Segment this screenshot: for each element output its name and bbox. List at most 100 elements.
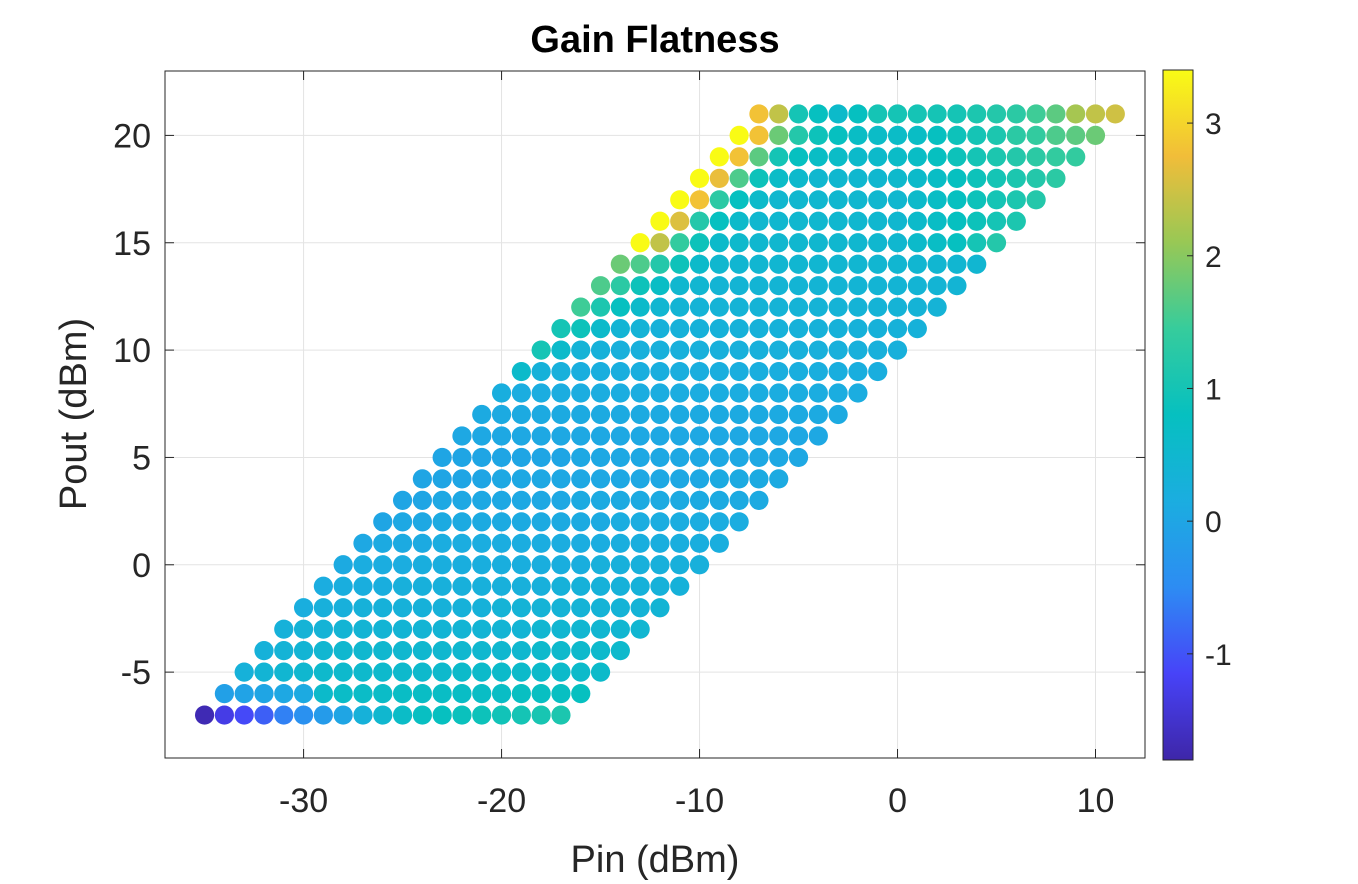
scatter-point (709, 254, 729, 274)
scatter-point (630, 319, 650, 339)
scatter-point (293, 641, 314, 661)
scatter-point (590, 512, 611, 532)
scatter-point (650, 297, 670, 317)
scatter-point (590, 598, 611, 618)
scatter-point (729, 490, 749, 510)
scatter-point (769, 276, 789, 296)
scatter-point (689, 190, 710, 210)
scatter-point (769, 297, 789, 317)
scatter-point (769, 340, 789, 360)
scatter-point (452, 512, 472, 532)
scatter-point (551, 319, 571, 339)
scatter-point (788, 147, 809, 167)
scatter-point (1105, 104, 1125, 124)
scatter-point (373, 683, 393, 704)
scatter-point (333, 598, 353, 618)
scatter-point (412, 490, 432, 510)
scatter-point (491, 426, 512, 446)
x-tick-label: -20 (477, 782, 526, 820)
scatter-point (531, 619, 551, 639)
scatter-point (709, 147, 729, 167)
y-tick-label: -5 (121, 654, 151, 692)
scatter-point (353, 576, 373, 596)
scatter-point (709, 361, 729, 382)
scatter-point (947, 147, 967, 167)
scatter-point (551, 426, 571, 446)
scatter-point (571, 576, 591, 596)
scatter-point (531, 426, 551, 446)
scatter-point (689, 254, 710, 274)
scatter-point (590, 276, 611, 296)
scatter-point (986, 211, 1007, 231)
scatter-point (788, 211, 809, 231)
scatter-point (907, 297, 927, 317)
scatter-point (630, 361, 650, 382)
scatter-point (947, 254, 967, 274)
plot-area (164, 70, 1146, 759)
scatter-point (650, 598, 670, 618)
scatter-point (472, 555, 492, 575)
scatter-point (729, 147, 749, 167)
scatter-point (907, 211, 927, 231)
scatter-point (491, 469, 512, 489)
scatter-point (353, 705, 373, 725)
scatter-point (709, 168, 729, 188)
scatter-point (333, 576, 353, 596)
scatter-point (551, 683, 571, 704)
scatter-point (689, 319, 710, 339)
scatter-point (808, 340, 828, 360)
scatter-point (709, 447, 729, 468)
scatter-point (1066, 104, 1086, 124)
scatter-point (373, 533, 393, 553)
scatter-point (313, 641, 333, 661)
scatter-point (491, 555, 512, 575)
scatter-point (848, 104, 868, 124)
scatter-point (670, 361, 690, 382)
scatter-point (749, 233, 769, 253)
scatter-point (689, 512, 710, 532)
scatter-point (274, 683, 294, 704)
scatter-point (373, 619, 393, 639)
scatter-point (531, 383, 551, 403)
scatter-point (571, 512, 591, 532)
scatter-point (452, 426, 472, 446)
scatter-point (353, 533, 373, 553)
scatter-point (274, 662, 294, 682)
y-tick-label: 15 (113, 225, 151, 263)
scatter-point (571, 662, 591, 682)
scatter-point (491, 512, 512, 532)
scatter-point (1006, 168, 1026, 188)
scatter-point (293, 683, 314, 704)
scatter-point (373, 555, 393, 575)
scatter-point (828, 211, 848, 231)
scatter-point (472, 533, 492, 553)
scatter-point (788, 426, 809, 446)
scatter-point (868, 125, 888, 146)
scatter-point (749, 125, 769, 146)
scatter-point (392, 598, 413, 618)
x-axis-label: Pin (dBm) (571, 839, 740, 881)
scatter-point (313, 683, 333, 704)
scatter-point (967, 233, 987, 253)
scatter-point (670, 404, 690, 425)
scatter-point (689, 361, 710, 382)
scatter-point (551, 555, 571, 575)
scatter-point (610, 297, 630, 317)
scatter-point (610, 426, 630, 446)
scatter-point (610, 383, 630, 403)
scatter-point (848, 361, 868, 382)
scatter-point (650, 512, 670, 532)
scatter-point (373, 705, 393, 725)
scatter-point (729, 254, 749, 274)
scatter-point (353, 641, 373, 661)
scatter-point (531, 469, 551, 489)
scatter-point (650, 233, 670, 253)
chart-title: Gain Flatness (530, 19, 779, 61)
scatter-point (788, 319, 809, 339)
scatter-point (333, 683, 353, 704)
scatter-point (967, 147, 987, 167)
scatter-point (452, 555, 472, 575)
scatter-point (887, 147, 908, 167)
scatter-point (551, 361, 571, 382)
scatter-point (274, 641, 294, 661)
